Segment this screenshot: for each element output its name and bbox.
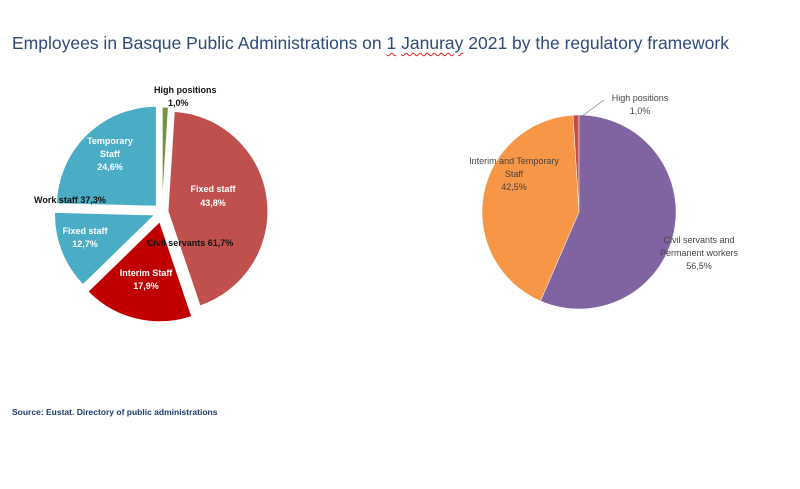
pie1-slice-temporary-staff-4 [55, 105, 157, 207]
pie1-label-temporary-staff: Temporary Staff 24,6% [87, 136, 133, 172]
pie1-label-fixed-staff-cs: Fixed staff 43,8% [190, 184, 236, 208]
pie1-label-interim-staff: Interim Staff 17,9% [120, 268, 174, 291]
pie1-label-high-positions-value: 1,0% [168, 98, 189, 108]
pie1-label-fixed-staff-ws: Fixed staff 12,7% [62, 226, 108, 249]
pie1-slice-fixed-staff-3 [54, 211, 156, 286]
chart-title: Employees in Basque Public Administratio… [12, 33, 729, 53]
pie1-group-work-staff: Work staff 37,3% [34, 195, 106, 205]
source-note: Source: Eustat. Directory of public admi… [12, 407, 218, 417]
pie2-slice-interim-and-temporary-staff [481, 114, 580, 302]
pie1-label-high-positions-name: High positions [154, 85, 217, 95]
pie1-slice-high-positions-0 [161, 106, 169, 208]
pie1-slice-fixed-staff-1 [167, 110, 269, 307]
pie2-label-civil-servants-permanent: Civil servants and Permanent workers 56,5% [660, 235, 739, 271]
pie2-label-interim-temporary: Interim and Temporary Staff 42,5% [469, 156, 559, 192]
pie2-slice-civil-servants-and-permanent-workers [540, 114, 677, 310]
pie1-group-civil-servants: Civil servants 61,7% [147, 238, 234, 248]
pie1-slice-interim-staff-2 [87, 220, 193, 323]
pie2-label-high-positions: High positions 1,0% [612, 93, 669, 116]
pie2-leader-line [581, 99, 605, 117]
